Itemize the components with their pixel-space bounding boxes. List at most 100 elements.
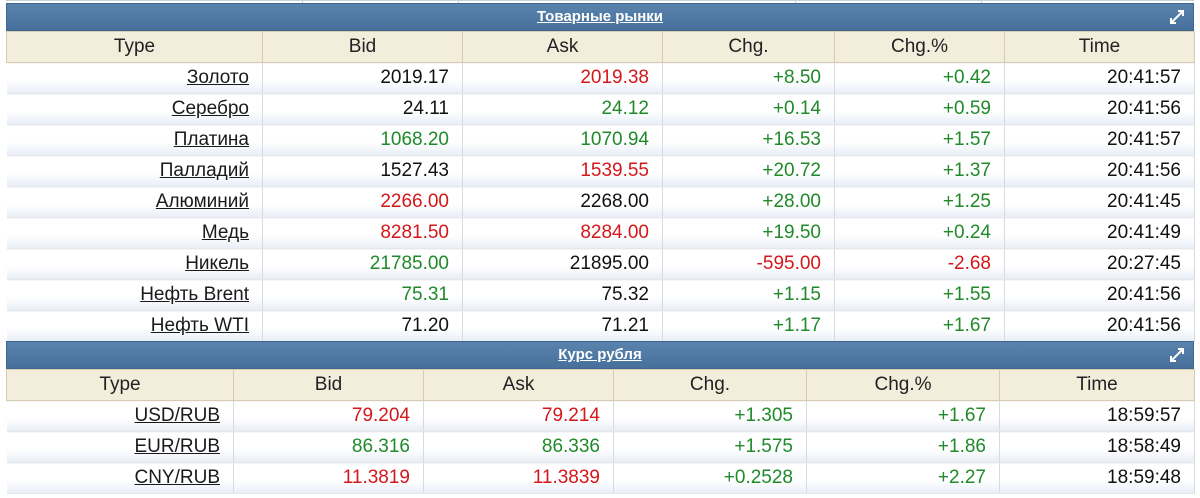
time-cell: 20:41:56 [1004, 155, 1195, 187]
column-header-chg-pct[interactable]: Chg.% [834, 31, 1005, 63]
chg-cell: +1.17 [662, 310, 835, 342]
instrument-link[interactable]: Палладий [159, 160, 249, 181]
chg-pct-cell: +0.42 [834, 62, 1005, 94]
instrument-name-cell: EUR/RUB [6, 431, 234, 463]
time-cell: 18:59:57 [999, 400, 1195, 432]
instrument-link[interactable]: Нефть Brent [140, 284, 249, 305]
instrument-link[interactable]: Золото [186, 67, 249, 88]
table-row: Платина 1068.20 1070.94 +16.53 +1.57 20:41:57 [6, 124, 1195, 156]
time-cell: 20:41:49 [1004, 217, 1195, 249]
bid-cell: 2266.00 [262, 186, 463, 218]
commodities-rows: Золото 2019.17 2019.38 +8.50 +0.42 20:41:57 Се… [6, 62, 1195, 342]
chg-cell: +0.2528 [613, 462, 807, 494]
commodities-column-header-row: Type Bid Ask Chg. Chg.% Time [6, 31, 1195, 63]
chg-cell: +19.50 [662, 217, 835, 249]
time-cell: 20:41:56 [1004, 310, 1195, 342]
column-header-chg-pct[interactable]: Chg.% [806, 369, 1000, 401]
instrument-link[interactable]: Медь [201, 222, 249, 243]
chg-pct-cell: +1.25 [834, 186, 1005, 218]
ask-cell: 1539.55 [462, 155, 663, 187]
bid-cell: 79.204 [233, 400, 424, 432]
column-header-chg[interactable]: Chg. [613, 369, 807, 401]
ruble-title-link[interactable]: Курс рубля [558, 346, 642, 363]
chg-cell: -595.00 [662, 248, 835, 280]
commodities-header: Товарные рынки [6, 3, 1194, 31]
instrument-link[interactable]: Серебро [171, 98, 249, 119]
ruble-rows: USD/RUB 79.204 79.214 +1.305 +1.67 18:59:57 EU… [6, 400, 1195, 494]
expand-arrow-icon[interactable] [1170, 10, 1184, 24]
table-row: Медь 8281.50 8284.00 +19.50 +0.24 20:41:49 [6, 217, 1195, 249]
bid-cell: 8281.50 [262, 217, 463, 249]
column-header-chg[interactable]: Chg. [662, 31, 835, 63]
instrument-link[interactable]: EUR/RUB [134, 436, 220, 457]
chg-cell: +20.72 [662, 155, 835, 187]
instrument-name-cell: Нефть Brent [6, 279, 263, 311]
time-cell: 20:27:45 [1004, 248, 1195, 280]
column-header-bid[interactable]: Bid [233, 369, 424, 401]
ask-cell: 86.336 [423, 431, 614, 463]
ask-cell: 75.32 [462, 279, 663, 311]
chg-pct-cell: +1.55 [834, 279, 1005, 311]
ask-cell: 11.3839 [423, 462, 614, 494]
commodities-table: Type Bid Ask Chg. Chg.% Time Золото 2019.… [6, 31, 1195, 342]
table-row: Никель 21785.00 21895.00 -595.00 -2.68 20:27:… [6, 248, 1195, 280]
ask-cell: 1070.94 [462, 124, 663, 156]
column-header-bid[interactable]: Bid [262, 31, 463, 63]
ruble-table: Type Bid Ask Chg. Chg.% Time USD/RUB 79.2… [6, 369, 1195, 494]
column-header-ask[interactable]: Ask [423, 369, 614, 401]
instrument-name-cell: Никель [6, 248, 263, 280]
instrument-link[interactable]: Никель [185, 253, 249, 274]
instrument-name-cell: Платина [6, 124, 263, 156]
table-row: Нефть Brent 75.31 75.32 +1.15 +1.55 20:41:56 [6, 279, 1195, 311]
bid-cell: 86.316 [233, 431, 424, 463]
instrument-name-cell: Нефть WTI [6, 310, 263, 342]
time-cell: 20:41:57 [1004, 62, 1195, 94]
instrument-name-cell: Серебро [6, 93, 263, 125]
bid-cell: 21785.00 [262, 248, 463, 280]
column-header-type[interactable]: Type [6, 31, 263, 63]
ask-cell: 21895.00 [462, 248, 663, 280]
table-row: Золото 2019.17 2019.38 +8.50 +0.42 20:41:57 [6, 62, 1195, 94]
chg-pct-cell: +1.67 [834, 310, 1005, 342]
instrument-link[interactable]: Платина [173, 129, 249, 150]
instrument-link[interactable]: USD/RUB [134, 405, 220, 426]
chg-pct-cell: +0.59 [834, 93, 1005, 125]
time-cell: 18:58:49 [999, 431, 1195, 463]
instrument-link[interactable]: Нефть WTI [150, 315, 249, 336]
commodities-title-link[interactable]: Товарные рынки [536, 8, 664, 25]
column-header-time[interactable]: Time [1004, 31, 1195, 63]
table-row: Серебро 24.11 24.12 +0.14 +0.59 20:41:56 [6, 93, 1195, 125]
column-header-ask[interactable]: Ask [462, 31, 663, 63]
instrument-link[interactable]: Алюминий [155, 191, 249, 212]
bid-cell: 71.20 [262, 310, 463, 342]
chg-pct-cell: +1.57 [834, 124, 1005, 156]
table-row: Нефть WTI 71.20 71.21 +1.17 +1.67 20:41:56 [6, 310, 1195, 342]
bid-cell: 11.3819 [233, 462, 424, 494]
column-header-time[interactable]: Time [999, 369, 1195, 401]
bid-cell: 24.11 [262, 93, 463, 125]
instrument-name-cell: Медь [6, 217, 263, 249]
chg-pct-cell: -2.68 [834, 248, 1005, 280]
chg-cell: +28.00 [662, 186, 835, 218]
ask-cell: 2268.00 [462, 186, 663, 218]
ask-cell: 71.21 [462, 310, 663, 342]
chg-pct-cell: +1.67 [806, 400, 1000, 432]
ruble-column-header-row: Type Bid Ask Chg. Chg.% Time [6, 369, 1195, 401]
expand-arrow-icon[interactable] [1170, 348, 1184, 362]
instrument-name-cell: Палладий [6, 155, 263, 187]
commodities-panel: Товарные рынки Type Bid Ask Chg. Chg.% T… [6, 3, 1195, 342]
instrument-name-cell: CNY/RUB [6, 462, 234, 494]
table-row: USD/RUB 79.204 79.214 +1.305 +1.67 18:59:57 [6, 400, 1195, 432]
instrument-name-cell: Алюминий [6, 186, 263, 218]
ruble-header: Курс рубля [6, 341, 1194, 369]
chg-cell: +1.305 [613, 400, 807, 432]
chg-pct-cell: +2.27 [806, 462, 1000, 494]
chg-pct-cell: +1.37 [834, 155, 1005, 187]
ask-cell: 8284.00 [462, 217, 663, 249]
instrument-link[interactable]: CNY/RUB [134, 467, 220, 488]
ask-cell: 2019.38 [462, 62, 663, 94]
chg-pct-cell: +0.24 [834, 217, 1005, 249]
time-cell: 18:59:48 [999, 462, 1195, 494]
column-header-type[interactable]: Type [6, 369, 234, 401]
time-cell: 20:41:56 [1004, 93, 1195, 125]
